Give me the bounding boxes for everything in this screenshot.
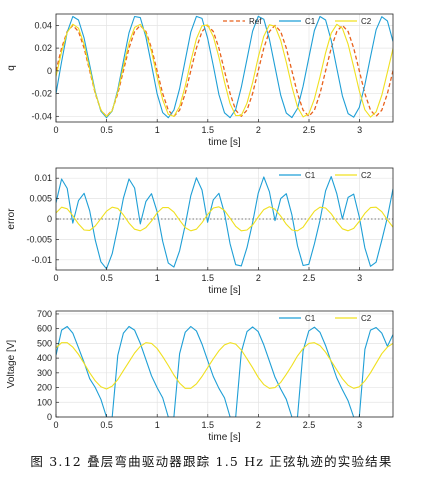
y-tick-label: 400 bbox=[37, 353, 52, 363]
series-line-c1 bbox=[56, 176, 393, 270]
x-tick-label: 3 bbox=[357, 125, 362, 135]
x-tick-label: 2 bbox=[256, 125, 261, 135]
legend-label-c2: C2 bbox=[361, 17, 372, 26]
legend-label-c2: C2 bbox=[361, 314, 372, 323]
y-tick-label: 0.04 bbox=[34, 20, 52, 30]
x-tick-label: 2 bbox=[256, 420, 261, 430]
y-tick-label: 0.01 bbox=[34, 173, 52, 183]
x-tick-label: 1 bbox=[155, 273, 160, 283]
figure-caption: 图 3.12 叠层弯曲驱动器跟踪 1.5 Hz 正弦轨迹的实验结果 bbox=[30, 454, 393, 469]
y-tick-label: -0.02 bbox=[31, 89, 52, 99]
x-tick-label: 2.5 bbox=[303, 273, 316, 283]
y-tick-label: 0 bbox=[47, 412, 52, 422]
y-tick-label: 0 bbox=[47, 214, 52, 224]
series-line-c2 bbox=[56, 342, 393, 390]
series-line-c1 bbox=[56, 325, 393, 417]
legend-label-ref: Ref bbox=[249, 17, 262, 26]
x-tick-label: 3 bbox=[357, 273, 362, 283]
y-tick-label: 0.005 bbox=[29, 194, 52, 204]
y-tick-label: -0.01 bbox=[31, 255, 52, 265]
x-tick-label: 1.5 bbox=[202, 273, 215, 283]
y-tick-label: 200 bbox=[37, 383, 52, 393]
plot-frame bbox=[55, 310, 394, 418]
x-tick-label: 0.5 bbox=[100, 273, 113, 283]
y-tick-label: -0.005 bbox=[26, 234, 52, 244]
y-tick-label: 300 bbox=[37, 368, 52, 378]
x-axis-label: time [s] bbox=[208, 432, 240, 443]
chart-error: 0 0.5 1 1.5 2 2.5 3 -0.01 -0.005 0 0.005 0.01 time [… bbox=[6, 167, 394, 296]
chart-q: 0 0.5 1 1.5 2 2.5 3 -0.04 -0.02 0 0.02 0.04 time [s]… bbox=[6, 13, 394, 148]
x-tick-label: 2 bbox=[256, 273, 261, 283]
x-tick-label: 0 bbox=[53, 420, 58, 430]
x-axis-label: time [s] bbox=[208, 285, 240, 296]
legend: Ref C1 C2 bbox=[223, 17, 372, 26]
x-tick-label: 0.5 bbox=[100, 420, 113, 430]
y-tick-label: 0 bbox=[47, 66, 52, 76]
y-tick-label: -0.04 bbox=[31, 111, 52, 121]
x-axis-label: time [s] bbox=[208, 137, 240, 148]
x-tick-label: 2.5 bbox=[303, 125, 316, 135]
legend: C1 C2 bbox=[279, 314, 372, 323]
y-tick-label: 500 bbox=[37, 338, 52, 348]
series-line-c2 bbox=[56, 23, 393, 118]
x-tick-label: 1.5 bbox=[202, 125, 215, 135]
legend-label-c1: C1 bbox=[305, 314, 316, 323]
x-tick-label: 0 bbox=[53, 273, 58, 283]
x-tick-label: 3 bbox=[357, 420, 362, 430]
series-line-c2 bbox=[56, 206, 393, 232]
x-tick-label: 2.5 bbox=[303, 420, 316, 430]
legend-label-c2: C2 bbox=[361, 171, 372, 180]
y-axis-label: q bbox=[6, 65, 17, 71]
x-tick-label: 1 bbox=[155, 420, 160, 430]
x-tick-label: 0 bbox=[53, 125, 58, 135]
y-axis-label: error bbox=[6, 208, 17, 230]
y-tick-label: 600 bbox=[37, 324, 52, 334]
y-tick-label: 700 bbox=[37, 309, 52, 319]
legend-label-c1: C1 bbox=[305, 171, 316, 180]
y-tick-label: 100 bbox=[37, 397, 52, 407]
y-tick-label: 0.02 bbox=[34, 43, 52, 53]
x-tick-label: 1.5 bbox=[202, 420, 215, 430]
legend-label-c1: C1 bbox=[305, 17, 316, 26]
y-axis-label: Voltage [V] bbox=[6, 340, 17, 389]
x-tick-label: 1 bbox=[155, 125, 160, 135]
x-tick-label: 0.5 bbox=[100, 125, 113, 135]
plot-frame bbox=[55, 13, 394, 123]
legend: C1 C2 bbox=[279, 171, 372, 180]
chart-voltage: 0 0.5 1 1.5 2 2.5 3 0 100 200 300 400 500 600 700 time … bbox=[6, 309, 394, 443]
